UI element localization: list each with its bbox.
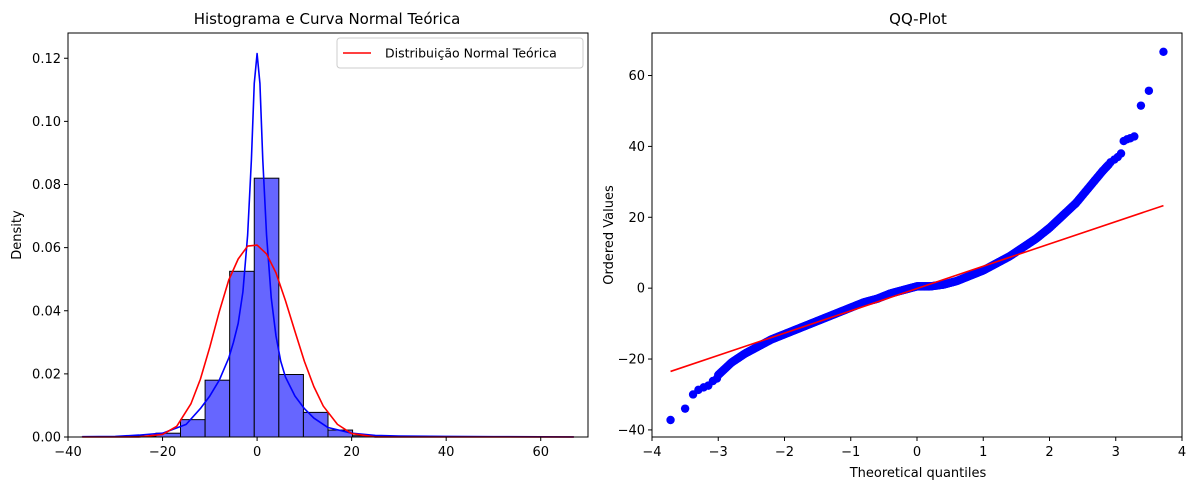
x-tick-label: −2 — [775, 445, 794, 460]
qq-point — [712, 374, 722, 383]
histogram-legend: Distribuição Normal Teórica — [336, 37, 584, 69]
y-tick-label: 0.12 — [32, 52, 61, 67]
y-tick-label: 0.08 — [32, 178, 61, 193]
qq-plot-panel: QQ-Plot −4 −3 −2 −1 0 1 2 3 4 −40 −20 0 20 40 60 Theo… — [602, 10, 1186, 481]
kde-curve — [82, 52, 574, 438]
histogram-bar — [278, 374, 304, 438]
x-tick-label: −20 — [149, 445, 176, 460]
x-tick-label: −4 — [642, 445, 661, 460]
qq-points — [666, 47, 1168, 425]
qq-point — [666, 415, 675, 425]
qq-point — [1159, 47, 1168, 56]
legend-label-normal: Distribuição Normal Teórica — [385, 46, 557, 61]
y-tick-label: −20 — [618, 353, 645, 368]
x-tick-label: 60 — [532, 445, 549, 460]
y-tick-label: −40 — [618, 423, 645, 438]
qq-point — [1136, 101, 1146, 110]
qq-x-axis-label: Theoretical quantiles — [849, 466, 987, 481]
histogram-y-ticks: 0.00 0.02 0.04 0.06 0.08 0.10 0.12 — [32, 52, 68, 446]
x-tick-label: 4 — [1178, 445, 1186, 460]
qq-y-axis-label: Ordered Values — [602, 185, 617, 285]
legend-box — [336, 37, 584, 69]
x-tick-label: 0 — [253, 445, 261, 460]
y-tick-label: 0.04 — [32, 304, 61, 319]
qq-y-ticks: −40 −20 0 20 40 60 — [618, 69, 652, 438]
qq-x-ticks: −4 −3 −2 −1 0 1 2 3 4 — [642, 437, 1186, 460]
histogram-bar — [253, 177, 280, 438]
y-tick-label: 0 — [637, 282, 645, 297]
x-tick-label: 2 — [1045, 445, 1053, 460]
y-tick-label: 0.02 — [32, 367, 61, 382]
qq-point — [1144, 86, 1154, 95]
x-tick-label: 40 — [438, 445, 455, 460]
histogram-bars — [81, 177, 575, 438]
qq-point — [1116, 149, 1126, 158]
histogram-curves — [82, 52, 574, 438]
histogram-axes-frame — [67, 32, 589, 438]
qq-point — [680, 404, 690, 413]
y-tick-label: 0.06 — [32, 241, 61, 256]
x-tick-label: 3 — [1112, 445, 1120, 460]
x-tick-label: 20 — [343, 445, 360, 460]
y-tick-label: 0.00 — [32, 431, 61, 446]
qq-axes-frame — [651, 32, 1183, 438]
histogram-y-axis-label: Density — [10, 210, 25, 260]
qq-fit-line — [670, 204, 1164, 373]
qq-reference-line — [670, 204, 1164, 373]
histogram-x-ticks: −40 −20 0 20 40 60 — [54, 437, 549, 460]
y-tick-label: 20 — [628, 211, 645, 226]
qq-point — [1130, 132, 1139, 141]
normal-curve — [82, 244, 574, 438]
histogram-bar — [180, 419, 206, 438]
x-tick-label: −3 — [709, 445, 728, 460]
y-tick-label: 0.10 — [32, 115, 61, 130]
histogram-panel: Histograma e Curva Normal Teórica −40 −20… — [10, 10, 589, 460]
y-tick-label: 60 — [628, 69, 645, 84]
x-tick-label: −1 — [841, 445, 860, 460]
x-tick-label: −40 — [54, 445, 81, 460]
qq-plot-title: QQ-Plot — [889, 10, 947, 28]
x-tick-label: 0 — [913, 445, 921, 460]
x-tick-label: 1 — [979, 445, 987, 460]
histogram-title: Histograma e Curva Normal Teórica — [194, 10, 461, 28]
histogram-bar — [204, 379, 231, 438]
y-tick-label: 40 — [628, 140, 645, 155]
